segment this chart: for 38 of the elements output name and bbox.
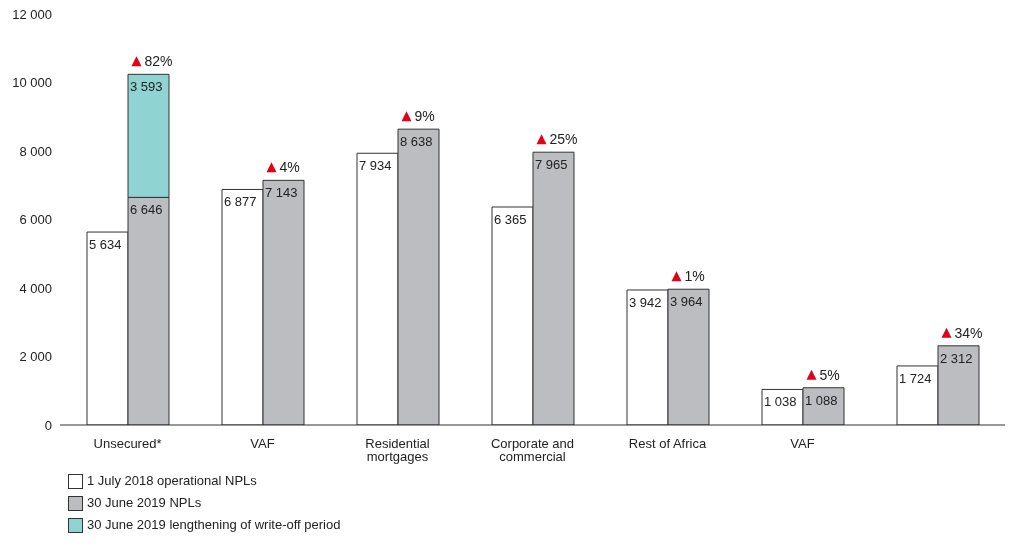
data-label: 8 638	[400, 134, 433, 150]
data-label: 5 634	[89, 237, 122, 253]
x-tick-label: VAF	[250, 436, 275, 452]
x-tick-label: Residential mortgages	[365, 436, 430, 465]
data-label: 2 312	[940, 350, 973, 366]
data-label: 6 877	[224, 194, 257, 210]
annotation: 34%	[954, 324, 983, 341]
data-label: 3 964	[670, 294, 703, 310]
y-tick-label: 6 000	[19, 212, 52, 228]
y-tick-label: 0	[44, 417, 52, 433]
data-label: 1 724	[899, 370, 932, 386]
legend-label: 1 July 2018 operational NPLs	[87, 472, 257, 490]
data-label: 7 965	[535, 157, 568, 173]
annotation: 25%	[549, 131, 578, 148]
legend-label: 30 June 2019 lengthening of write-off period	[87, 516, 341, 534]
legend-label: 30 June 2019 NPLs	[87, 494, 202, 512]
data-label: 7 143	[265, 185, 298, 201]
y-tick-label: 4 000	[19, 280, 52, 296]
x-tick-label: Unsecured*	[93, 436, 162, 452]
annotation: 4%	[279, 159, 300, 176]
data-label: 1 088	[805, 392, 838, 408]
data-label: 6 646	[130, 202, 163, 218]
x-tick-label: VAF	[790, 436, 815, 452]
x-tick-label: Corporate and commercial	[490, 436, 575, 465]
y-tick-label: 12 000	[12, 6, 52, 22]
y-tick-label: 2 000	[19, 349, 52, 365]
x-tick-label: Rest of Africa	[628, 436, 707, 452]
annotation: 9%	[414, 108, 435, 125]
annotation: 5%	[819, 366, 840, 383]
data-label: 1 038	[764, 394, 797, 410]
data-label: 3 593	[130, 79, 163, 95]
annotation: 82%	[144, 53, 173, 70]
y-tick-label: 8 000	[19, 143, 52, 159]
data-label: 7 934	[359, 158, 392, 174]
data-label: 3 942	[629, 294, 662, 310]
y-tick-label: 10 000	[12, 75, 52, 91]
data-label: 6 365	[494, 212, 527, 227]
annotation: 1%	[684, 268, 705, 285]
